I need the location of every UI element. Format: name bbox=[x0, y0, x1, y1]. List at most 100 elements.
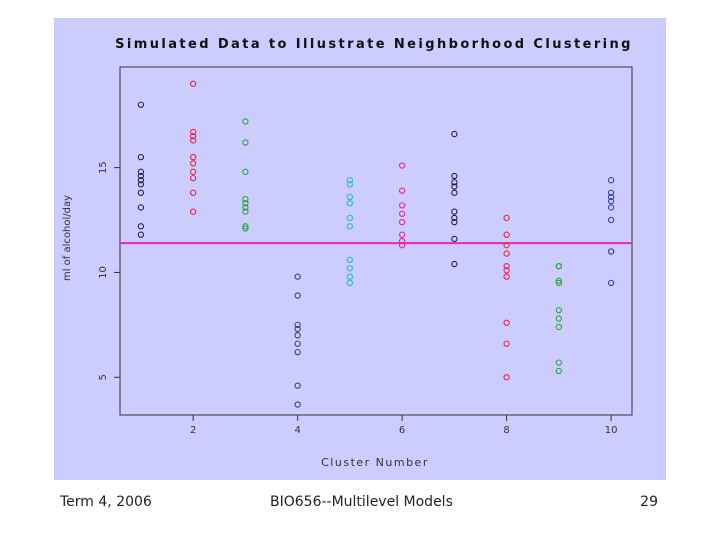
data-point bbox=[346, 265, 354, 272]
data-point bbox=[294, 332, 301, 339]
data-point bbox=[398, 187, 406, 194]
data-point bbox=[189, 80, 197, 87]
data-point bbox=[294, 292, 301, 299]
data-point bbox=[451, 260, 458, 268]
y-axis-label: ml of alcohol/day bbox=[62, 195, 73, 281]
data-point bbox=[189, 153, 197, 161]
data-point bbox=[607, 279, 615, 287]
x-axis-label: Cluster Number bbox=[321, 456, 429, 469]
x-tick-label: 10 bbox=[605, 425, 618, 436]
data-point bbox=[346, 223, 354, 230]
data-point bbox=[189, 137, 197, 144]
data-point bbox=[607, 248, 615, 255]
data-point bbox=[137, 177, 145, 184]
data-point bbox=[398, 237, 406, 245]
data-point bbox=[555, 263, 563, 270]
data-point bbox=[242, 195, 249, 203]
data-point bbox=[242, 118, 249, 125]
data-point bbox=[346, 273, 354, 280]
data-point bbox=[607, 189, 615, 196]
data-point bbox=[555, 323, 563, 331]
data-point bbox=[242, 139, 249, 146]
data-point bbox=[607, 177, 615, 184]
data-point bbox=[294, 325, 301, 333]
plot-frame bbox=[119, 66, 633, 416]
data-point bbox=[242, 168, 249, 175]
data-point bbox=[451, 214, 458, 222]
data-point bbox=[607, 198, 615, 205]
data-point bbox=[189, 174, 197, 182]
data-point bbox=[398, 218, 406, 226]
data-point bbox=[294, 321, 301, 329]
scatter-chart: Simulated Data to Illustrate Neighborhoo… bbox=[62, 37, 633, 469]
data-point bbox=[555, 277, 563, 284]
data-point bbox=[346, 214, 354, 222]
data-point bbox=[137, 172, 145, 180]
data-point bbox=[503, 242, 510, 249]
data-point bbox=[503, 340, 510, 347]
chart-title: Simulated Data to Illustrate Neighborhoo… bbox=[115, 37, 633, 52]
data-point bbox=[189, 208, 197, 215]
data-point bbox=[242, 204, 249, 211]
data-point bbox=[451, 235, 458, 243]
data-point bbox=[555, 279, 563, 287]
data-point bbox=[189, 189, 197, 196]
data-point bbox=[242, 223, 249, 230]
data-point bbox=[346, 177, 354, 184]
data-point bbox=[294, 382, 301, 389]
data-point bbox=[294, 348, 301, 356]
data-point bbox=[451, 172, 458, 180]
data-point bbox=[503, 273, 510, 280]
data-point bbox=[451, 179, 458, 186]
x-tick-label: 6 bbox=[399, 425, 405, 436]
data-point bbox=[398, 242, 406, 249]
data-point bbox=[189, 168, 197, 175]
data-point bbox=[137, 153, 145, 161]
data-point bbox=[242, 200, 249, 207]
data-point bbox=[503, 267, 510, 274]
data-point bbox=[607, 216, 615, 224]
data-point bbox=[294, 401, 301, 408]
data-point bbox=[346, 279, 354, 287]
data-point bbox=[607, 193, 615, 201]
data-point bbox=[607, 204, 615, 211]
data-point bbox=[451, 218, 458, 226]
data-point bbox=[346, 200, 354, 207]
data-point bbox=[503, 374, 510, 381]
data-point bbox=[137, 189, 145, 196]
data-point bbox=[503, 319, 510, 326]
footer-course-title: BIO656--Multilevel Models bbox=[270, 494, 453, 510]
data-point bbox=[137, 168, 145, 175]
data-point bbox=[398, 202, 406, 209]
data-point bbox=[137, 181, 145, 188]
data-point bbox=[242, 225, 249, 232]
data-point bbox=[346, 256, 354, 264]
data-point bbox=[294, 340, 301, 347]
x-tick-label: 4 bbox=[294, 425, 300, 436]
data-point bbox=[398, 162, 406, 169]
x-tick-label: 2 bbox=[190, 425, 196, 436]
data-point bbox=[189, 133, 197, 140]
y-tick-label: 15 bbox=[98, 161, 109, 174]
data-point bbox=[137, 204, 145, 211]
data-point bbox=[137, 101, 145, 108]
data-point bbox=[555, 367, 563, 375]
data-point bbox=[555, 315, 563, 322]
data-point bbox=[346, 181, 354, 188]
y-tick-label: 10 bbox=[98, 266, 109, 279]
data-point bbox=[294, 273, 301, 280]
y-tick-label: 5 bbox=[98, 374, 109, 380]
data-point bbox=[189, 128, 197, 136]
data-point bbox=[503, 231, 510, 238]
data-point bbox=[451, 208, 458, 215]
chart-panel: Simulated Data to Illustrate Neighborhoo… bbox=[54, 18, 666, 480]
data-point bbox=[398, 210, 406, 217]
data-point bbox=[137, 231, 145, 238]
plot-area: 2 4 6 8 10 5 10 15 bbox=[98, 66, 633, 436]
footer-page-number: 29 bbox=[640, 494, 658, 510]
data-point bbox=[555, 307, 563, 314]
data-point bbox=[451, 130, 458, 138]
data-point bbox=[346, 193, 354, 201]
data-point bbox=[555, 359, 563, 366]
data-point bbox=[242, 208, 249, 215]
